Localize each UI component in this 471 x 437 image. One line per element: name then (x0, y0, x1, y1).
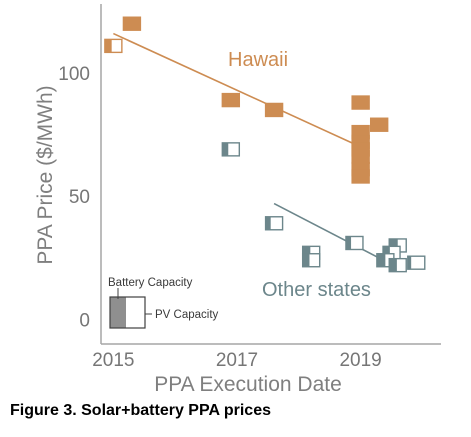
battery-capacity-fill (222, 93, 240, 107)
data-point-other-states (264, 216, 284, 231)
trend-line-hawaii (113, 32, 361, 148)
data-point-hawaii (104, 38, 123, 54)
x-tick-label: 2019 (339, 350, 381, 371)
battery-capacity-fill (104, 39, 112, 53)
data-point-hawaii (351, 95, 370, 110)
x-tick-label: 2015 (92, 350, 134, 371)
y-tick-label: 50 (69, 187, 90, 208)
series-label-other-states: Other states (262, 279, 371, 301)
legend-battery-label: Battery Capacity (108, 277, 193, 289)
data-point-other-states (345, 235, 364, 251)
battery-capacity-fill (352, 169, 370, 183)
tick-labels: 2015 2017 2019 0 50 100 (58, 64, 381, 371)
y-tick-label: 100 (58, 64, 90, 85)
battery-capacity-fill (352, 150, 370, 164)
y-axis-title: PPA Price ($/MWh) (34, 85, 57, 264)
x-tick-label: 2017 (216, 350, 258, 371)
battery-capacity-fill (389, 238, 398, 252)
legend-battery-swatch (110, 297, 126, 328)
series-label-hawaii: Hawaii (228, 49, 288, 71)
data-point-hawaii (369, 117, 389, 132)
data-point-other-states (407, 255, 426, 270)
battery-capacity-fill (352, 96, 370, 110)
battery-capacity-fill (389, 258, 397, 272)
battery-capacity-fill (345, 236, 352, 250)
data-point-hawaii (122, 16, 142, 31)
battery-capacity-fill (376, 253, 386, 267)
battery-capacity-fill (370, 118, 388, 132)
battery-capacity-fill (265, 216, 271, 230)
x-axis-title: PPA Execution Date (154, 373, 342, 396)
legend: Battery Capacity PV Capacity (108, 277, 219, 329)
data-points (104, 16, 426, 273)
figure-caption: Figure 3. Solar+battery PPA prices (10, 402, 271, 419)
data-point-hawaii (351, 149, 370, 164)
data-point-other-states (388, 257, 407, 273)
data-point-hawaii (264, 102, 284, 118)
battery-capacity-fill (302, 253, 310, 267)
battery-capacity-fill (302, 246, 311, 260)
battery-capacity-fill (383, 246, 390, 260)
data-point-other-states (301, 253, 321, 268)
data-point-hawaii (351, 169, 370, 184)
battery-capacity-fill (123, 17, 141, 31)
battery-capacity-fill (407, 256, 412, 270)
y-tick-label: 0 (79, 310, 90, 331)
legend-pv-swatch (109, 296, 146, 329)
battery-capacity-fill (222, 142, 229, 156)
data-point-hawaii (221, 92, 241, 108)
battery-capacity-fill (265, 103, 283, 117)
axes (100, 4, 441, 345)
data-point-other-states (221, 142, 241, 157)
legend-pv-label: PV Capacity (155, 309, 219, 321)
